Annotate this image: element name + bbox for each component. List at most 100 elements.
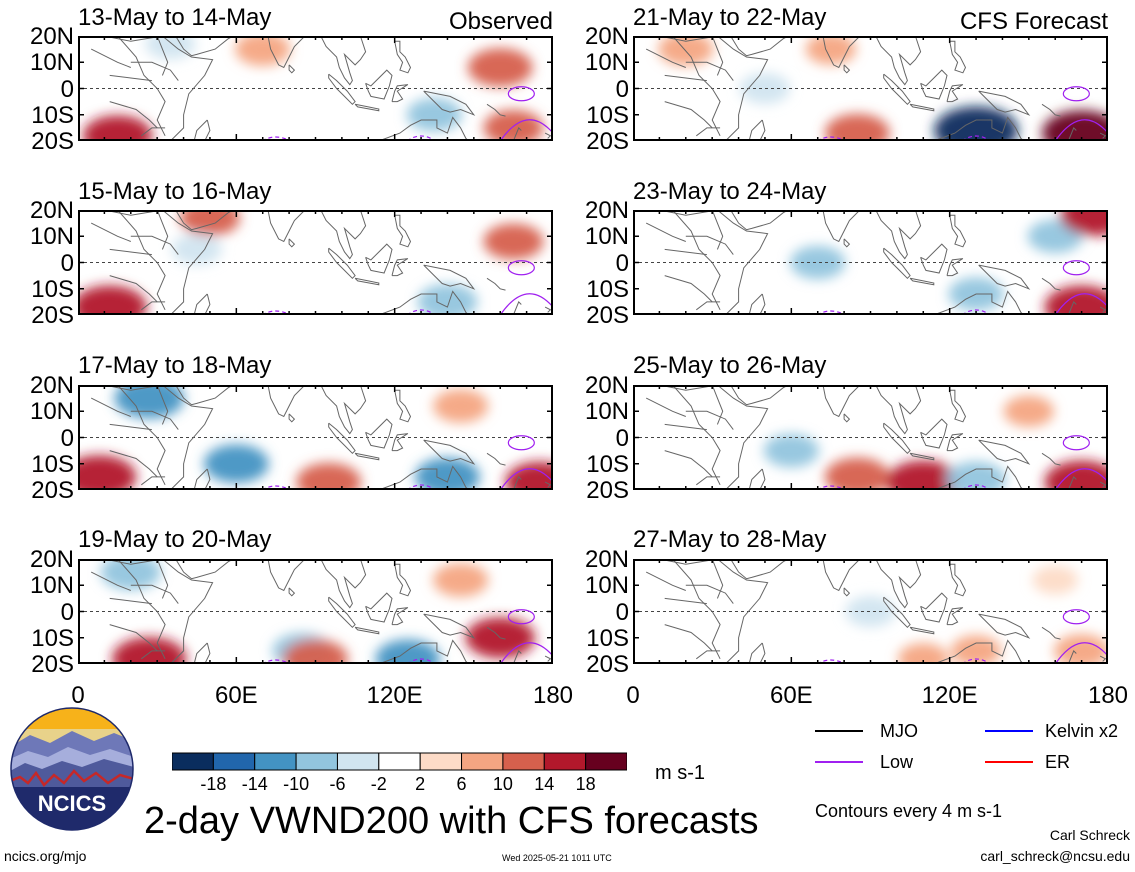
lat-label: 20N [29, 23, 74, 50]
coastline [748, 642, 766, 664]
colorbar-swatch [585, 752, 627, 771]
coastline [920, 69, 948, 100]
coastline [328, 247, 356, 280]
coastline [320, 559, 367, 609]
coastline [117, 385, 166, 486]
lon-label: 0 [71, 682, 85, 709]
coastline [175, 36, 234, 57]
wind-anomaly-blob [739, 72, 791, 105]
colorbar-tick-label: -2 [370, 774, 387, 794]
coastline [117, 36, 166, 137]
lat-label: 20N [584, 23, 629, 50]
wind-anomaly-blob [203, 444, 269, 483]
colorbar-swatch [254, 752, 297, 771]
coastline [175, 210, 234, 231]
low-contour [507, 260, 535, 276]
low-contour [499, 642, 553, 664]
colorbar-tick-label: 2 [415, 774, 426, 794]
low-contour [1054, 642, 1108, 664]
low-contour [1054, 293, 1108, 315]
wind-anomaly-blob [433, 563, 489, 597]
colorbar-tick-label: -18 [200, 774, 227, 794]
wind-anomaly-blob [145, 36, 196, 60]
coastline [946, 433, 964, 452]
coastline [109, 248, 152, 256]
lat-label: 20S [586, 128, 629, 155]
colorbar-swatch [502, 752, 545, 771]
coastline [90, 571, 131, 591]
lat-label: 20S [586, 651, 629, 678]
coastline [109, 597, 152, 605]
coastline [288, 238, 296, 248]
coastline [875, 36, 922, 86]
legend-er-label: ER [1045, 752, 1071, 772]
low-contour [1054, 468, 1108, 490]
coastline [664, 423, 707, 431]
coastline [109, 624, 158, 652]
map-panel [633, 559, 1108, 664]
coastline [512, 127, 522, 141]
panel-title: 23-May to 24-May [633, 178, 827, 205]
coastline [645, 571, 686, 591]
coastline [486, 277, 506, 291]
lat-label: 10N [29, 398, 74, 426]
coastline [812, 385, 861, 418]
coastline [883, 73, 911, 106]
coastline [141, 127, 166, 137]
lat-label: 20N [29, 372, 74, 399]
map-panel [78, 559, 553, 664]
coastline [257, 559, 306, 592]
coastline [978, 439, 1031, 465]
coastline [391, 258, 409, 277]
coastline [843, 413, 851, 423]
ncics-logo: NCICS [10, 707, 134, 831]
colorbar-swatch [543, 752, 587, 771]
coastline [486, 626, 506, 640]
coastline [920, 243, 948, 274]
lat-label: 20N [584, 372, 629, 399]
coastline [365, 592, 393, 623]
wind-anomaly-blob [283, 639, 348, 664]
coastline [748, 119, 766, 141]
colorbar-swatch [295, 752, 338, 771]
legend-low-label: Low [880, 752, 914, 772]
wind-anomaly-blob [898, 643, 949, 664]
coastline [544, 655, 552, 662]
coastline [175, 385, 234, 406]
coastline [1099, 481, 1107, 488]
coastline [193, 468, 211, 490]
coastline [130, 61, 179, 81]
wind-anomaly-blob [78, 285, 147, 315]
coastline [949, 214, 967, 248]
coastline [978, 264, 1031, 290]
wind-anomaly-blob [483, 109, 544, 141]
wind-anomaly-blob [1003, 395, 1055, 427]
lat-label: 10S [586, 624, 629, 652]
coastline [664, 624, 713, 652]
coastline [711, 385, 724, 425]
colorbar-tick-label: 6 [456, 774, 467, 794]
author-email: carl_schreck@ncsu.edu [980, 848, 1130, 864]
lat-label: 0 [60, 424, 74, 452]
coastline [109, 275, 158, 303]
coastline [354, 452, 380, 461]
panel-title: 13-May to 14-May [78, 4, 272, 31]
lat-label: 20S [586, 302, 629, 329]
author-name: Carl Schreck [1049, 827, 1130, 843]
coastline [1067, 650, 1077, 664]
colorbar-tick-label: 14 [534, 774, 555, 794]
coastline [486, 103, 506, 117]
lon-label: 60E [769, 682, 813, 709]
coastline [946, 84, 964, 103]
panel-title: 17-May to 18-May [78, 352, 272, 379]
coastline [909, 277, 935, 286]
lat-label: 20S [586, 477, 629, 504]
low-contour [499, 119, 553, 141]
coastline [320, 36, 367, 86]
lat-label: 20N [584, 546, 629, 573]
lat-label: 0 [60, 75, 74, 103]
lon-label: 60E [214, 682, 258, 709]
coastline [117, 559, 166, 660]
wind-anomaly-blob [505, 461, 553, 490]
coastline [645, 48, 686, 68]
